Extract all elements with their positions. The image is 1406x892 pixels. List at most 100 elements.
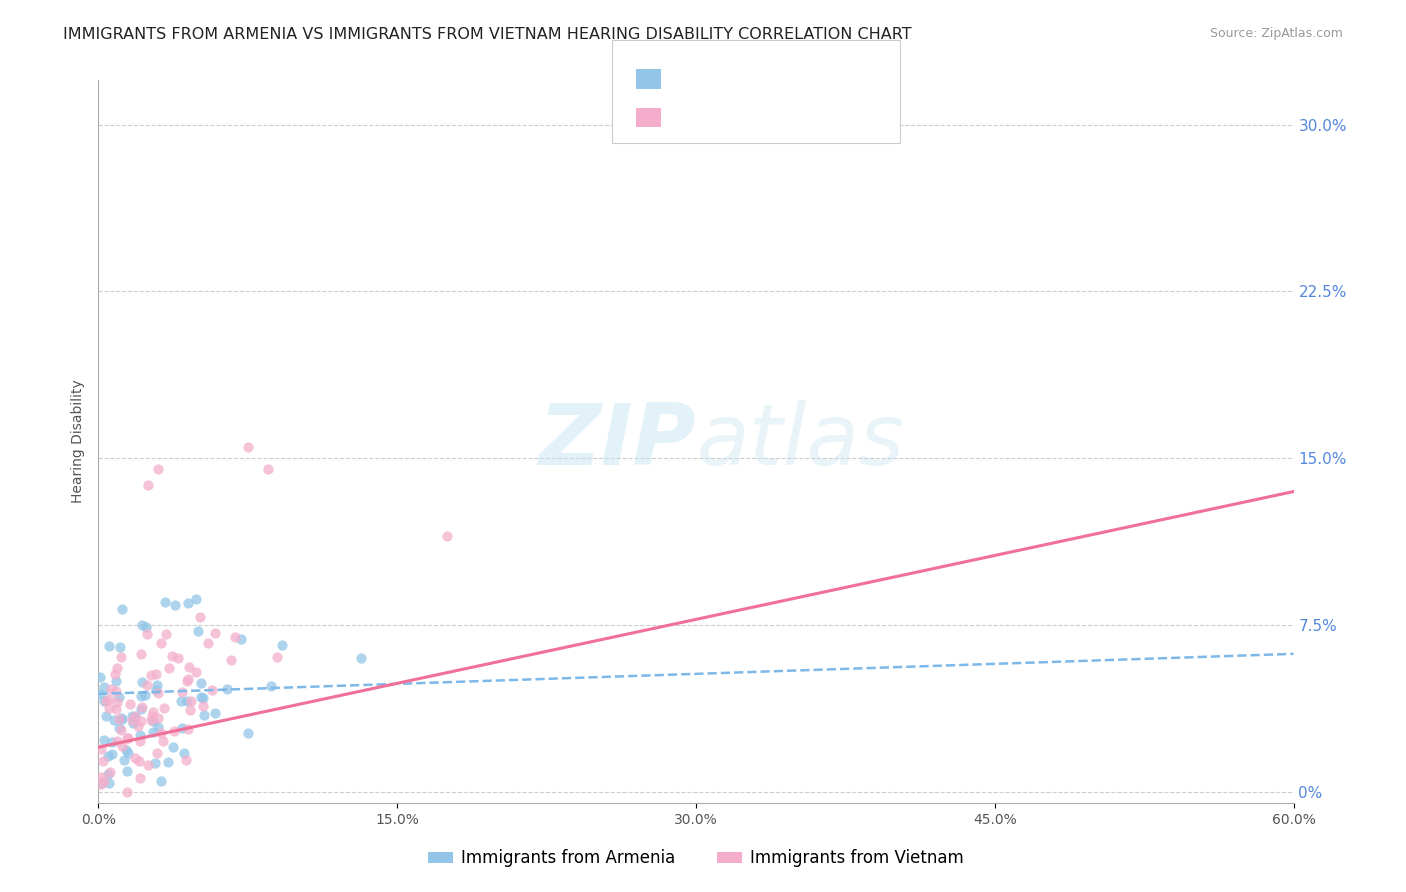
Point: [100, 681, 122, 696]
Point: [179, 703, 201, 717]
Point: [350, 651, 373, 665]
Point: [155, 595, 177, 609]
Point: [131, 700, 153, 714]
Point: [115, 731, 138, 746]
Point: [136, 627, 159, 641]
Point: [156, 755, 179, 769]
Point: [97, 748, 120, 763]
Point: [152, 734, 174, 748]
Point: [177, 660, 200, 674]
Point: [152, 700, 174, 714]
Point: [176, 694, 198, 708]
Point: [157, 661, 180, 675]
Point: [141, 708, 163, 723]
Point: [100, 734, 122, 748]
Point: [146, 678, 169, 692]
Point: [124, 709, 146, 723]
Point: [145, 667, 167, 681]
Point: [184, 665, 207, 679]
Point: [93, 693, 115, 707]
Point: [110, 711, 132, 725]
Text: N = 61: N = 61: [794, 70, 856, 88]
Text: atlas: atlas: [696, 400, 904, 483]
Point: [94, 693, 117, 707]
Point: [172, 721, 194, 735]
Point: [111, 712, 134, 726]
Point: [112, 753, 135, 767]
Text: ZIP: ZIP: [538, 400, 696, 483]
Point: [177, 596, 200, 610]
Point: [91, 755, 114, 769]
Point: [176, 672, 198, 686]
Point: [128, 754, 150, 768]
Point: [105, 684, 128, 698]
Point: [163, 598, 186, 612]
Point: [436, 529, 458, 543]
Point: [190, 690, 212, 704]
Point: [136, 478, 159, 492]
Point: [131, 618, 153, 632]
Point: [115, 785, 138, 799]
Point: [90, 742, 112, 756]
Point: [121, 713, 143, 727]
Text: R =  0.132: R = 0.132: [672, 70, 769, 88]
Point: [127, 719, 149, 733]
Point: [110, 723, 132, 738]
Point: [108, 640, 131, 654]
Point: [163, 723, 186, 738]
Point: [128, 728, 150, 742]
Point: [219, 653, 242, 667]
Point: [117, 746, 139, 760]
Point: [146, 746, 169, 760]
Point: [100, 747, 122, 761]
Point: [104, 674, 127, 689]
Point: [111, 602, 134, 616]
Point: [236, 726, 259, 740]
Point: [204, 706, 226, 721]
Point: [201, 682, 224, 697]
Point: [256, 462, 278, 476]
Point: [176, 753, 198, 767]
Point: [98, 776, 121, 790]
Point: [224, 631, 246, 645]
Point: [115, 743, 138, 757]
Text: R = 0.447: R = 0.447: [672, 109, 763, 127]
Point: [143, 756, 166, 771]
Point: [105, 661, 128, 675]
Point: [117, 731, 139, 746]
Point: [142, 714, 165, 728]
Point: [188, 610, 211, 624]
Point: [148, 462, 170, 476]
Point: [231, 632, 253, 647]
Point: [193, 707, 215, 722]
Point: [160, 648, 183, 663]
Point: [124, 710, 146, 724]
Point: [155, 627, 177, 641]
Point: [139, 668, 162, 682]
Point: [176, 673, 198, 688]
Point: [135, 620, 157, 634]
Point: [121, 709, 143, 723]
Point: [105, 695, 128, 709]
Point: [97, 701, 120, 715]
Point: [98, 639, 121, 653]
Point: [270, 638, 292, 652]
Point: [177, 722, 200, 736]
Point: [191, 699, 214, 714]
Point: [150, 726, 173, 740]
Point: [136, 758, 159, 772]
Point: [236, 440, 259, 454]
Point: [110, 650, 132, 665]
Point: [173, 746, 195, 760]
Point: [150, 773, 173, 788]
Point: [97, 692, 120, 706]
Point: [93, 681, 115, 695]
Point: [170, 685, 193, 699]
Point: [180, 694, 202, 708]
Point: [142, 724, 165, 739]
Point: [131, 702, 153, 716]
Point: [90, 777, 112, 791]
Point: [108, 690, 131, 705]
Point: [117, 764, 139, 778]
Text: N = 71: N = 71: [794, 109, 856, 127]
